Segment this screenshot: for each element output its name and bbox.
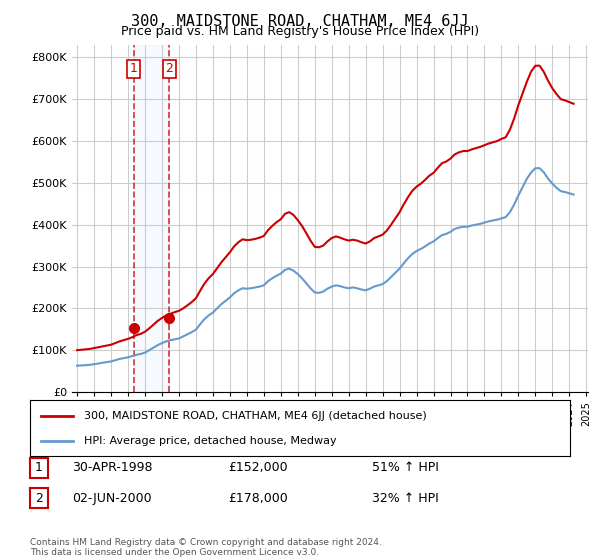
Text: 1: 1 bbox=[130, 62, 137, 75]
Text: 02-JUN-2000: 02-JUN-2000 bbox=[72, 492, 152, 505]
Text: 300, MAIDSTONE ROAD, CHATHAM, ME4 6JJ (detached house): 300, MAIDSTONE ROAD, CHATHAM, ME4 6JJ (d… bbox=[84, 411, 427, 421]
Text: £178,000: £178,000 bbox=[228, 492, 288, 505]
Text: 32% ↑ HPI: 32% ↑ HPI bbox=[372, 492, 439, 505]
Text: £152,000: £152,000 bbox=[228, 461, 287, 474]
Text: 300, MAIDSTONE ROAD, CHATHAM, ME4 6JJ: 300, MAIDSTONE ROAD, CHATHAM, ME4 6JJ bbox=[131, 14, 469, 29]
Text: Contains HM Land Registry data © Crown copyright and database right 2024.
This d: Contains HM Land Registry data © Crown c… bbox=[30, 538, 382, 557]
Text: 2: 2 bbox=[165, 62, 173, 75]
Text: Price paid vs. HM Land Registry's House Price Index (HPI): Price paid vs. HM Land Registry's House … bbox=[121, 25, 479, 38]
Text: 2: 2 bbox=[35, 492, 43, 505]
Text: 1: 1 bbox=[35, 461, 43, 474]
Text: HPI: Average price, detached house, Medway: HPI: Average price, detached house, Medw… bbox=[84, 436, 337, 446]
Text: 51% ↑ HPI: 51% ↑ HPI bbox=[372, 461, 439, 474]
Text: 30-APR-1998: 30-APR-1998 bbox=[72, 461, 152, 474]
Bar bbox=[134, 45, 169, 392]
